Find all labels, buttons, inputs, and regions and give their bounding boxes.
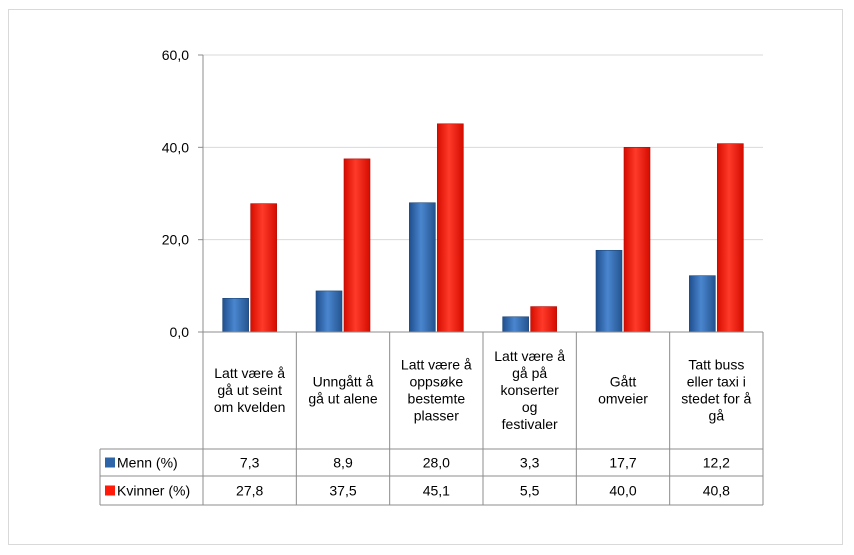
data-value: 28,0 <box>423 455 450 471</box>
data-value: 8,9 <box>333 455 353 471</box>
category-label: Unngått å gå ut alene <box>308 374 377 407</box>
y-tick-label: 0,0 <box>170 324 190 340</box>
bar-kvinner <box>717 143 744 333</box>
chart-frame <box>8 9 843 545</box>
bar-kvinner <box>530 306 557 333</box>
data-table <box>99 331 764 506</box>
bar-kvinner <box>250 203 277 333</box>
y-tick-label: 60,0 <box>162 47 189 63</box>
grid-lines <box>198 54 763 333</box>
legend-label: Menn (%) <box>117 455 178 471</box>
y-tick-label: 40,0 <box>162 139 189 155</box>
category-label: Latt være å gå ut seint om kvelden <box>214 365 286 415</box>
bar-menn <box>222 297 249 333</box>
data-value: 40,8 <box>703 483 730 499</box>
y-tick-label: 20,0 <box>162 232 189 248</box>
bar-menn <box>502 316 529 333</box>
bar-kvinner <box>343 158 371 333</box>
data-value: 17,7 <box>609 455 636 471</box>
data-value: 40,0 <box>609 483 636 499</box>
data-value: 12,2 <box>703 455 730 471</box>
bar-kvinner <box>437 123 464 333</box>
bar-menn <box>315 290 343 333</box>
category-label: Gått omveier <box>598 374 648 407</box>
labels: 0,0 20,0 40,0 60,0 Latt være å gå ut seint om … <box>117 47 752 499</box>
category-label: Latt være å oppsøke bestemte plasser <box>401 357 472 424</box>
legend-key-menn <box>105 457 115 468</box>
legend-key-kvinner <box>105 485 115 496</box>
data-value: 5,5 <box>520 483 540 499</box>
bar-menn <box>409 202 436 333</box>
category-label: Tatt buss eller taxi i stedet for å gå <box>681 357 751 424</box>
bar-kvinner <box>623 147 651 333</box>
legend-label: Kvinner (%) <box>117 483 190 499</box>
data-value: 3,3 <box>520 455 540 471</box>
data-value: 37,5 <box>329 483 356 499</box>
data-value: 27,8 <box>236 483 263 499</box>
bar-menn <box>595 249 623 333</box>
bar-menn <box>689 275 716 333</box>
data-value: 45,1 <box>423 483 450 499</box>
bars <box>222 123 744 333</box>
category-label: Latt være å gå på konserter og festivaler <box>494 348 565 432</box>
data-value: 7,3 <box>240 455 260 471</box>
